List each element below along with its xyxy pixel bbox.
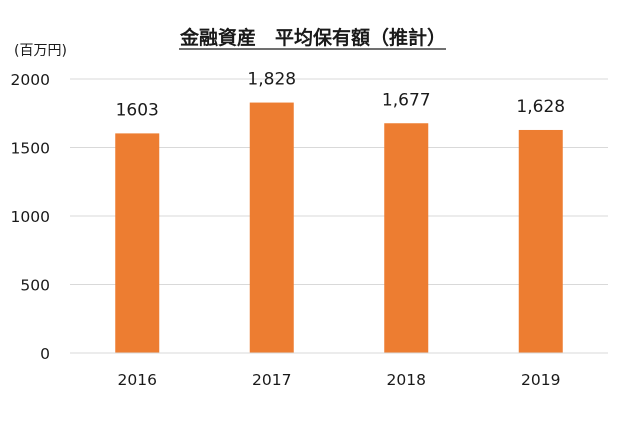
y-tick-label: 0 xyxy=(40,345,50,363)
gridlines xyxy=(70,78,608,285)
chart-title: 金融資産 平均保有額（推計） xyxy=(179,26,446,49)
x-tick-label: 2016 xyxy=(118,371,157,389)
data-label-2016: 1603 xyxy=(116,100,159,120)
bar-2019 xyxy=(518,129,563,353)
y-axis-unit-label: (百万円) xyxy=(14,43,67,59)
data-label-2018: 1,677 xyxy=(382,90,431,110)
bar-2016 xyxy=(115,133,160,353)
x-tick-label: 2017 xyxy=(252,371,291,389)
y-tick-label: 1000 xyxy=(11,208,50,226)
x-tick-label: 2019 xyxy=(521,371,560,389)
bar-2018 xyxy=(384,123,429,353)
data-label-2019: 1,628 xyxy=(516,97,565,117)
bar-2017 xyxy=(249,102,294,354)
y-tick-label: 500 xyxy=(20,277,50,295)
data-labels: 1603 1,828 1,677 1,628 xyxy=(116,70,565,121)
x-tick-label: 2018 xyxy=(387,371,426,389)
y-tick-label: 2000 xyxy=(11,71,50,89)
data-label-2017: 1,828 xyxy=(247,70,296,90)
bar-series xyxy=(115,102,563,354)
y-axis-ticks: 0 500 1000 1500 2000 xyxy=(11,71,50,363)
y-tick-label: 1500 xyxy=(11,140,50,158)
x-axis-ticks: 2016 2017 2018 2019 xyxy=(118,371,561,389)
